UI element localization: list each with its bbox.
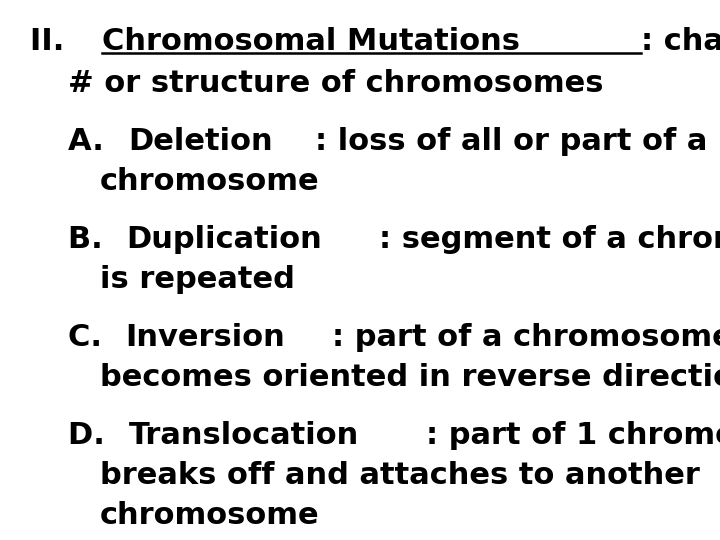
Text: Duplication: Duplication [127, 225, 323, 254]
Text: Translocation: Translocation [130, 421, 359, 450]
Text: chromosome: chromosome [100, 501, 320, 530]
Text: C.: C. [68, 323, 112, 352]
Text: # or structure of chromosomes: # or structure of chromosomes [68, 69, 603, 98]
Text: A.: A. [68, 127, 114, 156]
Text: D.: D. [68, 421, 115, 450]
Text: Chromosomal Mutations: Chromosomal Mutations [102, 27, 520, 56]
Text: Deletion: Deletion [128, 127, 273, 156]
Text: becomes oriented in reverse directions: becomes oriented in reverse directions [100, 363, 720, 392]
Text: : loss of all or part of a: : loss of all or part of a [315, 127, 707, 156]
Text: : segment of a chromosome: : segment of a chromosome [379, 225, 720, 254]
Text: Inversion: Inversion [125, 323, 285, 352]
Text: : part of a chromosome: : part of a chromosome [332, 323, 720, 352]
Text: breaks off and attaches to another: breaks off and attaches to another [100, 461, 700, 490]
Text: : part of 1 chromosome: : part of 1 chromosome [426, 421, 720, 450]
Text: II.: II. [30, 27, 86, 56]
Text: : changes in the: : changes in the [641, 27, 720, 56]
Text: B.: B. [68, 225, 113, 254]
Text: chromosome: chromosome [100, 167, 320, 196]
Text: is repeated: is repeated [100, 265, 295, 294]
